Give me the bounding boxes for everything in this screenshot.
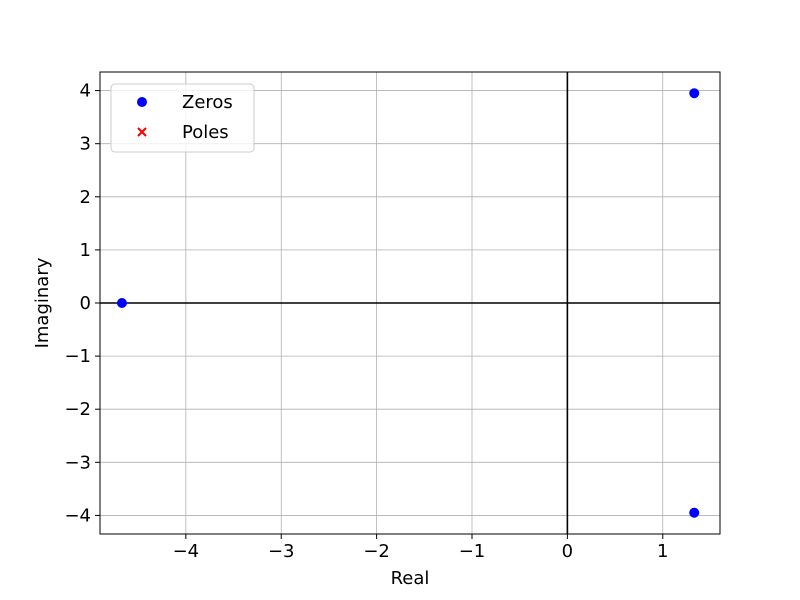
x-axis-label: Real — [391, 568, 430, 589]
y-axis-label: Imaginary — [32, 257, 53, 348]
legend: Zeros Poles — [110, 83, 255, 153]
zero-point — [689, 507, 700, 518]
x-tick-label: −2 — [363, 541, 390, 562]
zero-point — [116, 298, 127, 308]
legend-poles-label: Poles — [182, 122, 229, 143]
x-tick-label: 1 — [657, 541, 668, 562]
y-tick-label: 0 — [80, 293, 91, 314]
legend-zeros-marker — [137, 97, 147, 107]
y-tick-label: −2 — [64, 399, 91, 420]
legend-poles-marker — [137, 127, 147, 137]
y-tick-label: −3 — [64, 452, 91, 473]
x-tick-label: 0 — [562, 541, 573, 562]
y-tick-label: −1 — [64, 346, 91, 367]
ticks: −4 −3 −2 −1 0 1 −4 −3 −2 −1 0 1 2 3 4 — [64, 81, 668, 562]
x-tick-label: −3 — [268, 541, 295, 562]
origin-axes — [100, 72, 720, 534]
y-tick-label: 3 — [80, 134, 91, 155]
x-tick-label: −4 — [173, 541, 200, 562]
zero-point — [689, 88, 700, 99]
x-tick-label: −1 — [459, 541, 486, 562]
legend-zeros-label: Zeros — [182, 92, 233, 113]
y-tick-label: −4 — [64, 505, 91, 526]
y-tick-label: 1 — [80, 240, 91, 261]
y-tick-label: 2 — [80, 187, 91, 208]
data-points — [116, 88, 700, 518]
y-tick-label: 4 — [80, 81, 91, 102]
